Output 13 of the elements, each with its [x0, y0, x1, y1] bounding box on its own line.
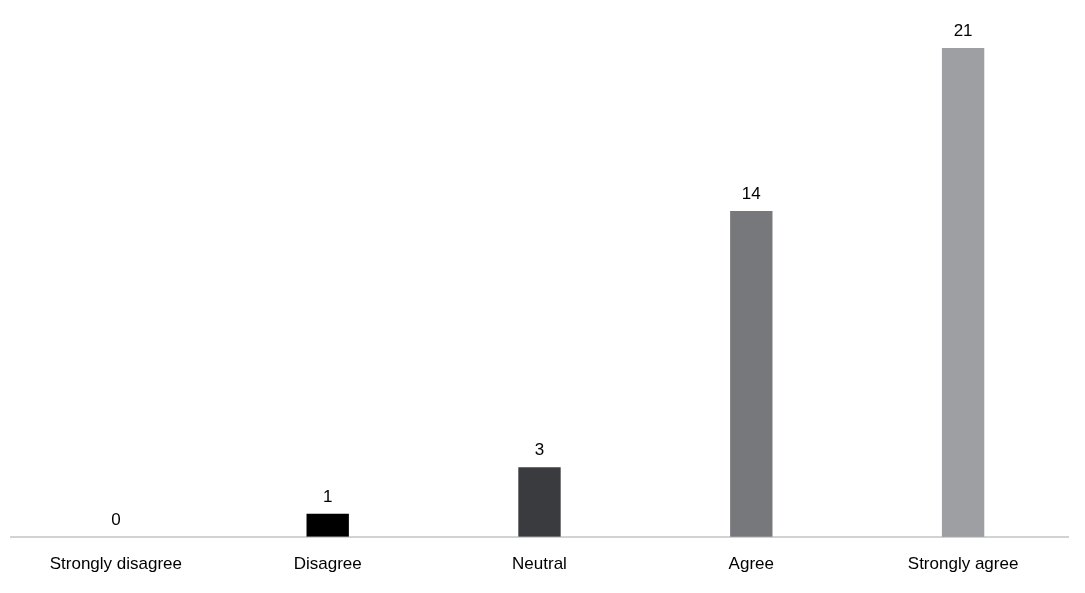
x-tick-label: Neutral — [512, 554, 567, 574]
bar — [306, 513, 349, 537]
x-tick-label: Disagree — [293, 554, 362, 574]
x-tick-label: Strongly agree — [907, 554, 1019, 574]
data-label: 1 — [322, 486, 333, 506]
data-label: 0 — [111, 510, 121, 529]
data-label: 3 — [534, 440, 545, 460]
x-tick-label: Agree — [728, 554, 774, 574]
bar — [518, 467, 561, 537]
data-label: 21 — [953, 21, 973, 40]
x-tick-label: Strongly disagree — [49, 554, 183, 574]
bar — [730, 211, 773, 537]
data-label: 14 — [741, 184, 761, 203]
